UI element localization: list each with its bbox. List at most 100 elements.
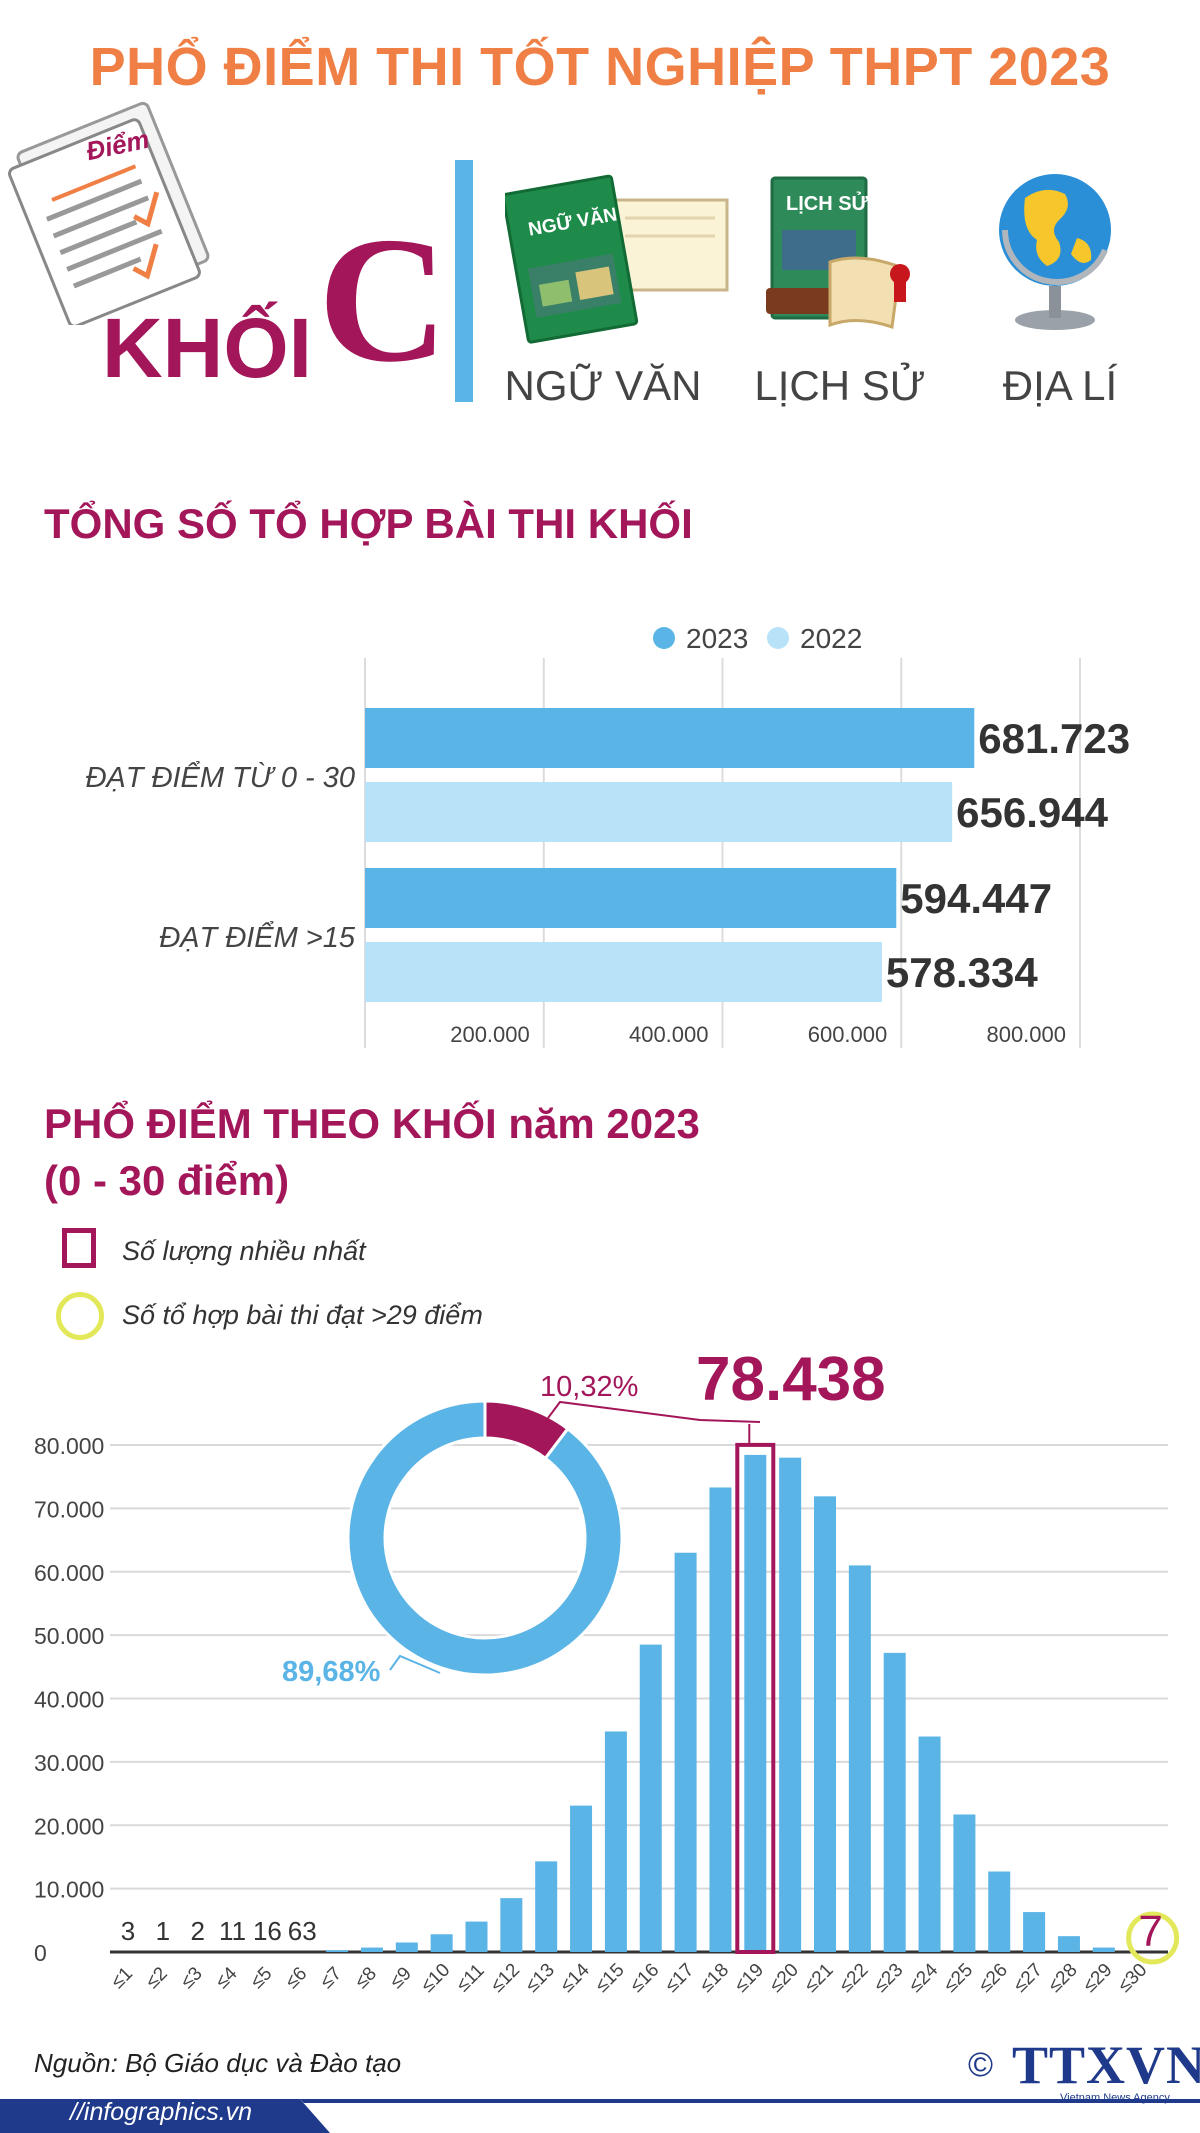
x-tick-label: ≤4 bbox=[212, 1963, 242, 1993]
chart-legend: 2023 2022 bbox=[653, 623, 862, 654]
legend-2022-label: 2022 bbox=[800, 623, 862, 654]
x-tick-label: ≤9 bbox=[386, 1963, 416, 1993]
y-tick-label: 30.000 bbox=[34, 1750, 104, 1776]
x-tick-label: ≤21 bbox=[801, 1960, 838, 1997]
x-tick-label: ≤15 bbox=[591, 1960, 628, 1997]
donut-leader bbox=[389, 1654, 441, 1674]
legend-2023-swatch bbox=[653, 627, 675, 649]
legend-2022-swatch bbox=[767, 627, 789, 649]
bar-value-label: 681.723 bbox=[978, 715, 1130, 762]
dist-bar bbox=[465, 1921, 488, 1952]
dist-bar bbox=[604, 1731, 627, 1952]
dist-bar bbox=[674, 1552, 697, 1952]
x-tick-label: ≤13 bbox=[522, 1960, 559, 1997]
dist-bar bbox=[744, 1454, 767, 1952]
agency-logo: TTXVN bbox=[1012, 2035, 1200, 2095]
x-tick-label: ≤22 bbox=[835, 1960, 872, 1997]
small-value-label: 63 bbox=[288, 1916, 317, 1946]
y-tick-label: 10.000 bbox=[34, 1877, 104, 1903]
x-tick-label: ≤24 bbox=[905, 1959, 942, 1996]
x-tick-label: ≤28 bbox=[1044, 1960, 1081, 1997]
score-paper-icon bbox=[8, 101, 210, 325]
donut-slice-1 bbox=[346, 1399, 624, 1677]
footer-strip bbox=[0, 2099, 1200, 2133]
page-title: PHỔ ĐIỂM THI TỐT NGHIỆP THPT 2023 bbox=[89, 37, 1111, 97]
site-link[interactable]: //infographics.vn bbox=[70, 2098, 253, 2126]
x-tick-label: ≤7 bbox=[316, 1963, 346, 1993]
x-tick-label: ≤17 bbox=[661, 1960, 698, 1997]
dist-bar bbox=[570, 1805, 593, 1952]
x-tick-label: 600.000 bbox=[808, 1022, 888, 1047]
dist-bar bbox=[953, 1814, 976, 1952]
khoi-letter: C bbox=[318, 200, 448, 399]
small-value-label: 1 bbox=[156, 1916, 170, 1946]
distribution-chart: 0 10.000 20.000 30.000 40.000 50.000 60.000 70.… bbox=[34, 1345, 1180, 1997]
small-value-label: 3 bbox=[121, 1916, 135, 1946]
bar-2023-1 bbox=[365, 868, 897, 928]
dist-bar bbox=[500, 1898, 523, 1952]
dist-bar bbox=[430, 1934, 453, 1952]
x-tick-label: ≤25 bbox=[940, 1960, 977, 1997]
over-29-label: 7 bbox=[1138, 1907, 1162, 1956]
bar-value-label: 578.334 bbox=[886, 949, 1038, 996]
x-tick-label: ≤30 bbox=[1114, 1960, 1151, 1997]
dist-bar bbox=[1057, 1936, 1080, 1952]
history-book-title: LỊCH SỬ bbox=[786, 193, 869, 215]
legend-29-swatch bbox=[56, 1292, 104, 1340]
legend-29-label: Số tổ hợp bài thi đạt >29 điểm bbox=[122, 1300, 483, 1330]
section1-heading: TỔNG SỐ TỔ HỢP BÀI THI KHỐI bbox=[44, 500, 693, 547]
subject-geography: ĐỊA LÍ bbox=[1002, 362, 1118, 409]
legend-2023-label: 2023 bbox=[686, 623, 748, 654]
dist-bar bbox=[883, 1652, 906, 1952]
x-tick-label: ≤29 bbox=[1079, 1960, 1116, 1997]
y-tick-label: 80.000 bbox=[34, 1433, 104, 1459]
x-tick-label: ≤26 bbox=[975, 1960, 1012, 1997]
header-divider bbox=[455, 160, 473, 402]
subject-literature: NGỮ VĂN bbox=[504, 362, 702, 409]
x-tick-label: ≤3 bbox=[177, 1963, 207, 1993]
dist-bar bbox=[360, 1947, 383, 1952]
x-tick-label: 200.000 bbox=[450, 1022, 530, 1047]
category-label: ĐẠT ĐIỂM TỪ 0 - 30 bbox=[85, 760, 355, 794]
dist-bar bbox=[1092, 1947, 1115, 1952]
small-value-label: 11 bbox=[219, 1916, 246, 1946]
bar-value-label: 656.944 bbox=[956, 789, 1108, 836]
x-tick-label: ≤6 bbox=[282, 1963, 312, 1993]
x-tick-label: 400.000 bbox=[629, 1022, 709, 1047]
x-tick-label: ≤20 bbox=[766, 1960, 803, 1997]
dist-bar bbox=[988, 1871, 1011, 1952]
y-tick-label: 50.000 bbox=[34, 1623, 104, 1649]
dist-bar bbox=[814, 1496, 836, 1952]
y-tick-label: 70.000 bbox=[34, 1496, 104, 1522]
section2-heading: PHỔ ĐIỂM THEO KHỐI năm 2023 bbox=[44, 1100, 700, 1147]
dist-bar bbox=[709, 1487, 732, 1952]
x-tick-label: 800.000 bbox=[986, 1022, 1066, 1047]
x-tick-label: ≤8 bbox=[351, 1963, 381, 1993]
subject-history: LỊCH SỬ bbox=[754, 362, 926, 409]
donut-label-small: 10,32% bbox=[540, 1371, 638, 1403]
dist-bar bbox=[639, 1644, 662, 1952]
over-29-highlight bbox=[1126, 1911, 1180, 1965]
x-tick-label: ≤18 bbox=[696, 1960, 733, 1997]
khoi-word: KHỐI bbox=[102, 301, 312, 395]
max-bar-highlight bbox=[735, 1442, 776, 1955]
dist-bar bbox=[779, 1457, 802, 1952]
x-tick-label: ≤11 bbox=[453, 1960, 489, 1996]
small-value-label: 16 bbox=[253, 1916, 282, 1946]
y-tick-label: 20.000 bbox=[34, 1813, 104, 1839]
horizontal-bar-chart: 2023 2022 681.723 656.944 594.447 578.334 2… bbox=[85, 623, 1130, 1048]
small-value-label: 2 bbox=[190, 1916, 204, 1946]
x-tick-label: ≤10 bbox=[417, 1960, 454, 1997]
x-tick-label: ≤19 bbox=[731, 1960, 768, 1997]
bar-2022-1 bbox=[365, 942, 882, 1002]
y-tick-label: 60.000 bbox=[34, 1560, 104, 1586]
x-tick-label: ≤23 bbox=[870, 1960, 907, 1997]
x-tick-label: ≤14 bbox=[557, 1959, 594, 1996]
bar-2022-0 bbox=[365, 782, 953, 842]
globe-icon bbox=[999, 174, 1111, 330]
dist-bar bbox=[535, 1861, 558, 1952]
category-label: ĐẠT ĐIỂM >15 bbox=[159, 920, 356, 954]
x-tick-label: ≤1 bbox=[107, 1963, 137, 1993]
copyright-icon: © bbox=[968, 2046, 994, 2084]
legend-max-swatch bbox=[62, 1228, 96, 1268]
